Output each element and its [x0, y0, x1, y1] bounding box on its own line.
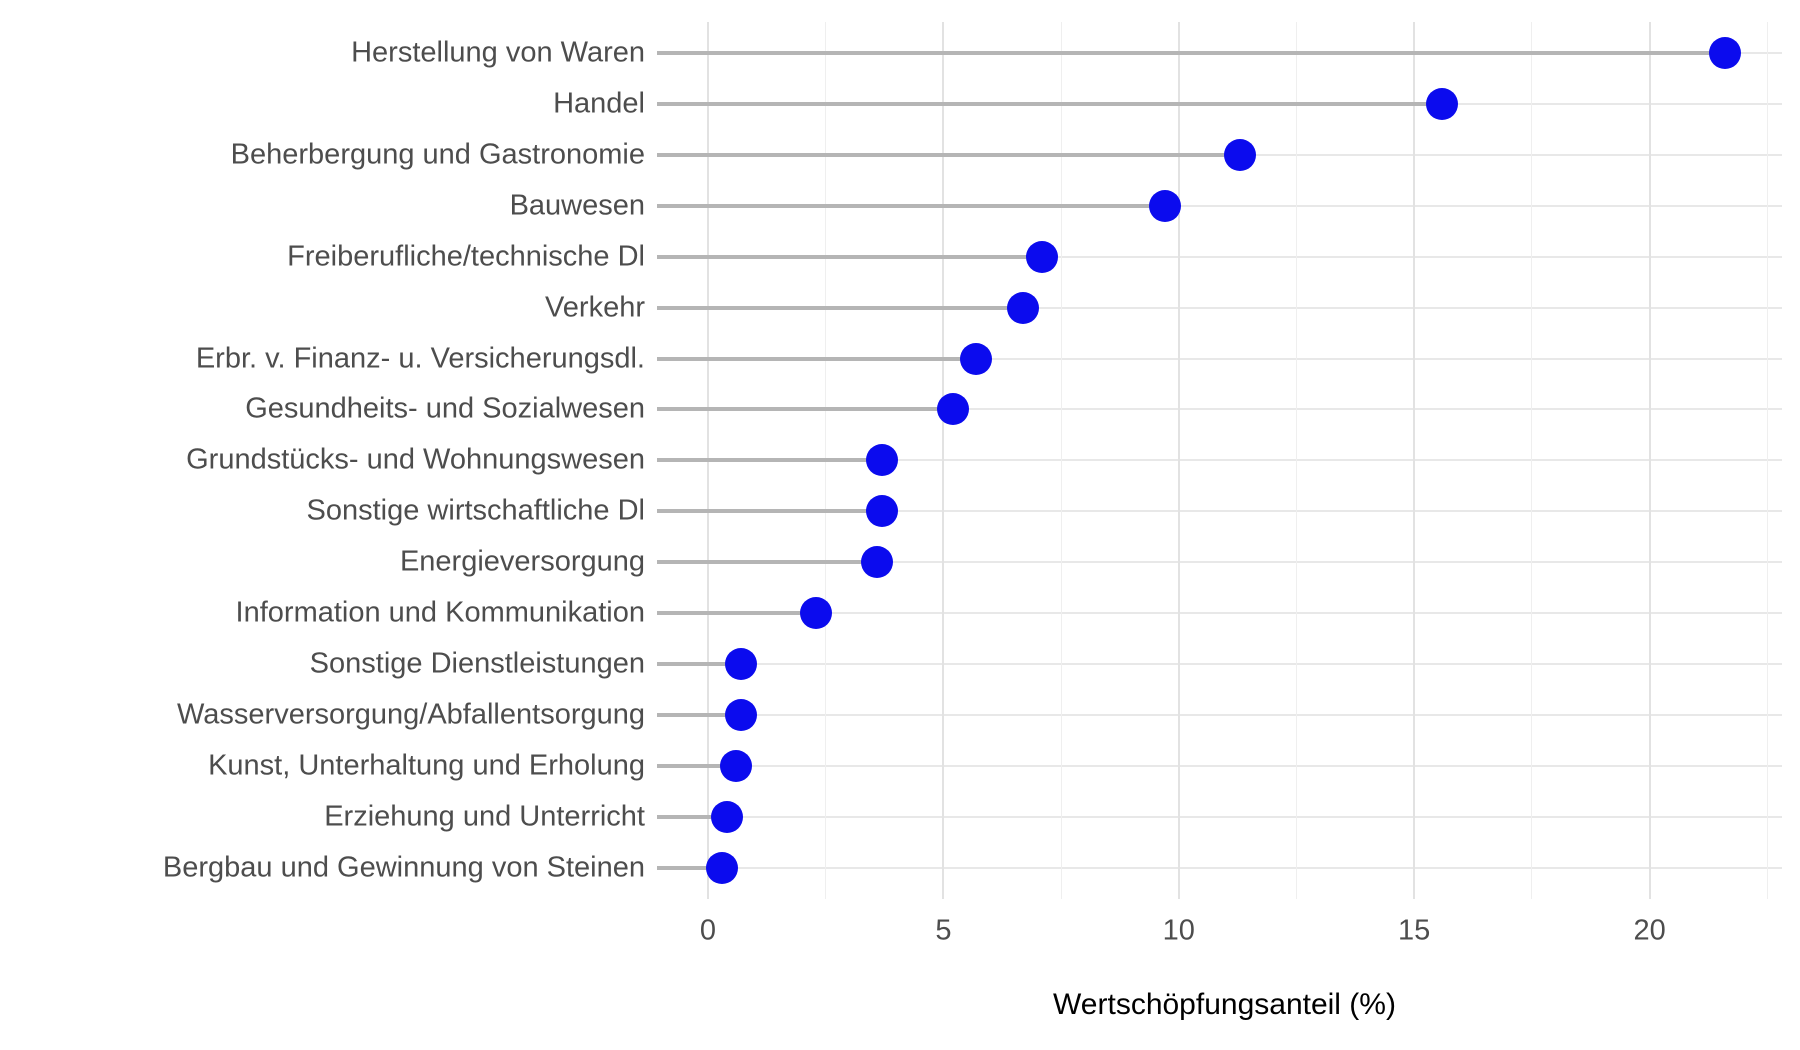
- data-point: [936, 393, 969, 426]
- lollipop-stem: [657, 662, 741, 667]
- gridline-minor: [1531, 22, 1533, 899]
- data-point: [1708, 36, 1741, 69]
- gridline-row: [657, 459, 1782, 462]
- data-point: [866, 444, 899, 477]
- data-point: [720, 750, 753, 783]
- data-point: [1148, 189, 1181, 222]
- gridline-row: [657, 867, 1782, 870]
- gridline-row: [657, 663, 1782, 666]
- category-label: Handel: [553, 87, 645, 120]
- plot-panel: [657, 22, 1782, 899]
- gridline-major: [1177, 22, 1180, 899]
- x-tick-label: 20: [1633, 914, 1666, 947]
- lollipop-stem: [657, 152, 1240, 157]
- data-point: [724, 699, 757, 732]
- data-point: [800, 597, 833, 630]
- data-point: [1224, 138, 1256, 171]
- lollipop-stem: [657, 407, 953, 412]
- data-point: [710, 801, 743, 834]
- gridline-row: [657, 357, 1782, 360]
- gridline-row: [657, 561, 1782, 564]
- x-tick-label: 0: [699, 914, 717, 947]
- data-point: [960, 342, 993, 375]
- category-label: Bergbau und Gewinnung von Steinen: [162, 851, 645, 884]
- lollipop-stem: [657, 713, 741, 718]
- data-point: [706, 852, 739, 885]
- data-point: [1426, 87, 1459, 120]
- lollipop-stem: [657, 560, 878, 565]
- gridline-row: [657, 765, 1782, 768]
- category-label: Herstellung von Waren: [351, 36, 645, 69]
- data-point: [1026, 240, 1059, 273]
- gridline-row: [657, 816, 1782, 819]
- lollipop-stem: [657, 509, 883, 514]
- lollipop-stem: [657, 458, 883, 463]
- category-label: Erziehung und Unterricht: [324, 800, 645, 833]
- x-tick-label: 5: [935, 914, 952, 947]
- x-axis-title: Wertschöpfungsanteil (%): [1053, 988, 1396, 1021]
- lollipop-stem: [657, 305, 1024, 310]
- category-label: Kunst, Unterhaltung und Erholung: [208, 749, 645, 782]
- lollipop-stem: [657, 203, 1165, 208]
- data-point: [1007, 291, 1040, 324]
- gridline-major: [942, 22, 945, 899]
- gridline-minor: [1060, 22, 1062, 899]
- category-label: Gesundheits- und Sozialwesen: [245, 392, 645, 425]
- category-label: Wasserversorgung/Abfallentsorgung: [176, 698, 645, 731]
- gridline-row: [657, 714, 1782, 717]
- gridline-row: [657, 510, 1782, 513]
- data-point: [861, 546, 894, 579]
- category-label: Information und Kommunikation: [235, 596, 645, 629]
- gridline-major: [1648, 22, 1651, 899]
- lollipop-stem: [657, 50, 1725, 55]
- category-label: Energieversorgung: [399, 545, 645, 578]
- category-label: Freiberufliche/technische Dl: [287, 240, 645, 273]
- category-label: Sonstige Dienstleistungen: [309, 647, 645, 680]
- lollipop-stem: [657, 866, 723, 871]
- category-label: Sonstige wirtschaftliche Dl: [306, 494, 645, 527]
- gridline-row: [657, 255, 1782, 258]
- lollipop-stem: [657, 254, 1043, 259]
- lollipop-stem: [657, 815, 727, 820]
- category-label: Bauwesen: [509, 189, 645, 222]
- gridline-major: [1413, 22, 1416, 899]
- gridline-minor: [1766, 22, 1768, 899]
- gridline-row: [657, 408, 1782, 411]
- data-point: [866, 495, 899, 528]
- category-label: Verkehr: [545, 291, 645, 324]
- category-label: Grundstücks- und Wohnungswesen: [186, 443, 645, 476]
- category-label: Erbr. v. Finanz- u. Versicherungsdl.: [195, 342, 645, 375]
- data-point: [724, 648, 757, 681]
- category-label: Beherbergung und Gastronomie: [230, 138, 645, 171]
- lollipop-stem: [657, 356, 977, 361]
- gridline-minor: [1296, 22, 1297, 899]
- x-tick-label: 10: [1162, 914, 1195, 947]
- lollipop-stem: [657, 611, 817, 616]
- lollipop-stem: [657, 764, 737, 769]
- gridline-row: [657, 306, 1782, 309]
- gridline-row: [657, 204, 1782, 207]
- x-tick-label: 15: [1398, 914, 1431, 947]
- lollipop-stem: [657, 101, 1443, 106]
- gridline-row: [657, 612, 1782, 615]
